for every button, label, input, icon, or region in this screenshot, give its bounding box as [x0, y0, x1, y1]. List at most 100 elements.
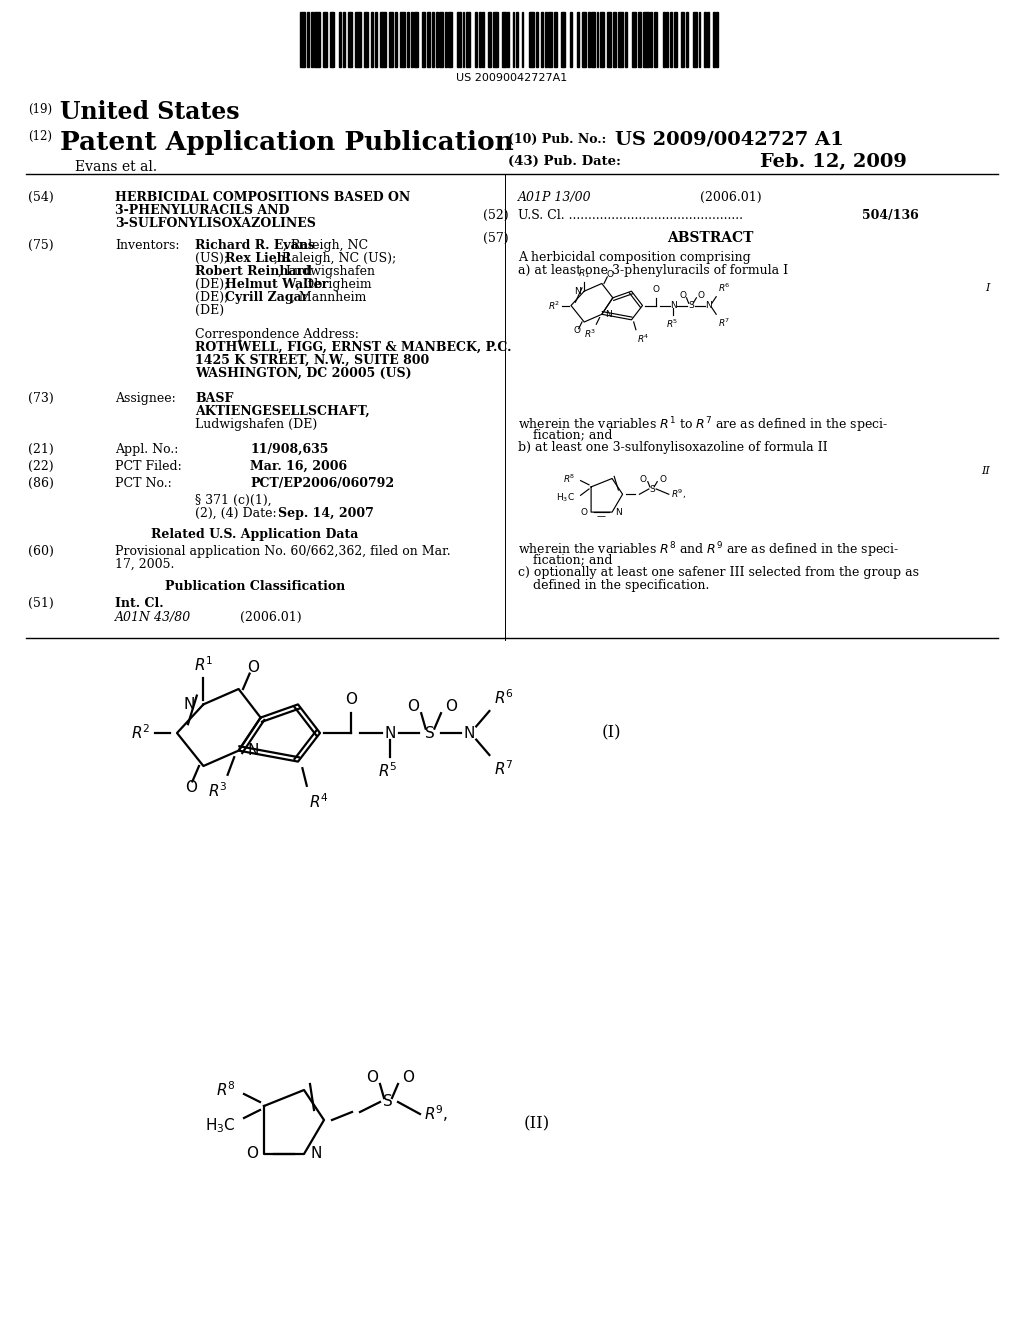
- Text: , Mannheim: , Mannheim: [291, 290, 367, 304]
- Text: (2), (4) Date:: (2), (4) Date:: [195, 507, 276, 520]
- Text: O: O: [640, 475, 647, 484]
- Bar: [507, 12, 509, 67]
- Text: S: S: [649, 484, 655, 494]
- Bar: [663, 12, 665, 67]
- Bar: [717, 12, 718, 67]
- Bar: [597, 12, 598, 67]
- Text: $R^3$: $R^3$: [584, 327, 596, 339]
- Text: (73): (73): [28, 392, 53, 405]
- Text: (19): (19): [28, 103, 52, 116]
- Text: H$_3$C: H$_3$C: [206, 1117, 236, 1135]
- Text: $R^5$: $R^5$: [379, 762, 398, 780]
- Text: $R^8$: $R^8$: [216, 1081, 236, 1100]
- Text: $R^9$,: $R^9$,: [424, 1104, 449, 1125]
- Text: (10) Pub. No.:: (10) Pub. No.:: [508, 133, 606, 147]
- Bar: [343, 12, 345, 67]
- Text: O: O: [248, 660, 259, 675]
- Text: 3-PHENYLURACILS AND: 3-PHENYLURACILS AND: [115, 205, 290, 216]
- Bar: [307, 12, 309, 67]
- Text: wherein the variables $R^1$ to $R^7$ are as defined in the speci-: wherein the variables $R^1$ to $R^7$ are…: [518, 414, 888, 434]
- Bar: [415, 12, 418, 67]
- Text: (US);: (US);: [195, 252, 232, 265]
- Bar: [422, 12, 425, 67]
- Bar: [545, 12, 547, 67]
- Bar: [449, 12, 452, 67]
- Text: O: O: [407, 700, 419, 714]
- Bar: [444, 12, 446, 67]
- Text: Helmut Walter: Helmut Walter: [225, 279, 329, 290]
- Bar: [713, 12, 715, 67]
- Text: Robert Reinhard: Robert Reinhard: [195, 265, 312, 279]
- Text: 1425 K STREET, N.W., SUITE 800: 1425 K STREET, N.W., SUITE 800: [195, 354, 429, 367]
- Text: O: O: [184, 780, 197, 796]
- Text: c) optionally at least one safener III selected from the group as: c) optionally at least one safener III s…: [518, 566, 919, 579]
- Text: Assignee:: Assignee:: [115, 392, 176, 405]
- Bar: [588, 12, 590, 67]
- Text: O: O: [366, 1071, 378, 1085]
- Text: O: O: [659, 475, 667, 484]
- Text: O: O: [402, 1071, 414, 1085]
- Text: fication; and: fication; and: [534, 553, 612, 566]
- Bar: [432, 12, 434, 67]
- Bar: [339, 12, 341, 67]
- Text: (60): (60): [28, 545, 54, 558]
- Text: $R^6$: $R^6$: [719, 282, 731, 294]
- Text: Int. Cl.: Int. Cl.: [115, 597, 164, 610]
- Text: Inventors:: Inventors:: [115, 239, 179, 252]
- Text: $R^4$: $R^4$: [309, 792, 329, 810]
- Text: (86): (86): [28, 477, 54, 490]
- Text: Provisional application No. 60/662,362, filed on Mar.: Provisional application No. 60/662,362, …: [115, 545, 451, 558]
- Bar: [583, 12, 586, 67]
- Text: Rex Liebl: Rex Liebl: [225, 252, 290, 265]
- Text: 11/908,635: 11/908,635: [250, 444, 329, 455]
- Bar: [310, 12, 312, 67]
- Text: Appl. No.:: Appl. No.:: [115, 444, 178, 455]
- Text: , Ludwigshafen: , Ludwigshafen: [278, 265, 375, 279]
- Text: $R^1$: $R^1$: [194, 655, 213, 673]
- Bar: [554, 12, 557, 67]
- Bar: [458, 12, 461, 67]
- Bar: [667, 12, 669, 67]
- Bar: [365, 12, 368, 67]
- Bar: [487, 12, 492, 67]
- Text: PCT Filed:: PCT Filed:: [115, 459, 181, 473]
- Bar: [389, 12, 393, 67]
- Bar: [475, 12, 477, 67]
- Text: $R^6$: $R^6$: [494, 688, 514, 706]
- Text: (57): (57): [483, 232, 509, 246]
- Text: A01P 13/00: A01P 13/00: [518, 191, 592, 205]
- Bar: [570, 12, 571, 67]
- Bar: [463, 12, 465, 67]
- Bar: [670, 12, 672, 67]
- Text: 504/136: 504/136: [862, 209, 919, 222]
- Text: 3-SULFONYLISOXAZOLINES: 3-SULFONYLISOXAZOLINES: [115, 216, 315, 230]
- Bar: [331, 12, 334, 67]
- Text: (12): (12): [28, 129, 52, 143]
- Text: O: O: [246, 1147, 258, 1162]
- Bar: [372, 12, 374, 67]
- Text: O: O: [573, 326, 581, 335]
- Text: S: S: [383, 1094, 393, 1110]
- Text: ABSTRACT: ABSTRACT: [667, 231, 754, 246]
- Text: ROTHWELL, FIGG, ERNST & MANBECK, P.C.: ROTHWELL, FIGG, ERNST & MANBECK, P.C.: [195, 341, 512, 354]
- Text: (2006.01): (2006.01): [700, 191, 762, 205]
- Bar: [528, 12, 535, 67]
- Text: O: O: [606, 271, 613, 280]
- Text: , Obrigheim: , Obrigheim: [297, 279, 372, 290]
- Text: BASF: BASF: [195, 392, 233, 405]
- Bar: [643, 12, 648, 67]
- Text: (DE);: (DE);: [195, 279, 232, 290]
- Text: Publication Classification: Publication Classification: [165, 579, 345, 593]
- Text: Evans et al.: Evans et al.: [75, 160, 157, 174]
- Text: (52): (52): [483, 209, 509, 222]
- Text: N: N: [605, 310, 612, 319]
- Bar: [479, 12, 480, 67]
- Bar: [411, 12, 413, 67]
- Text: Feb. 12, 2009: Feb. 12, 2009: [760, 153, 907, 172]
- Text: Correspondence Address:: Correspondence Address:: [195, 327, 358, 341]
- Text: N: N: [385, 726, 396, 741]
- Text: WASHINGTON, DC 20005 (US): WASHINGTON, DC 20005 (US): [195, 367, 412, 380]
- Text: US 2009/0042727 A1: US 2009/0042727 A1: [615, 129, 844, 148]
- Bar: [439, 12, 443, 67]
- Text: O: O: [345, 692, 356, 706]
